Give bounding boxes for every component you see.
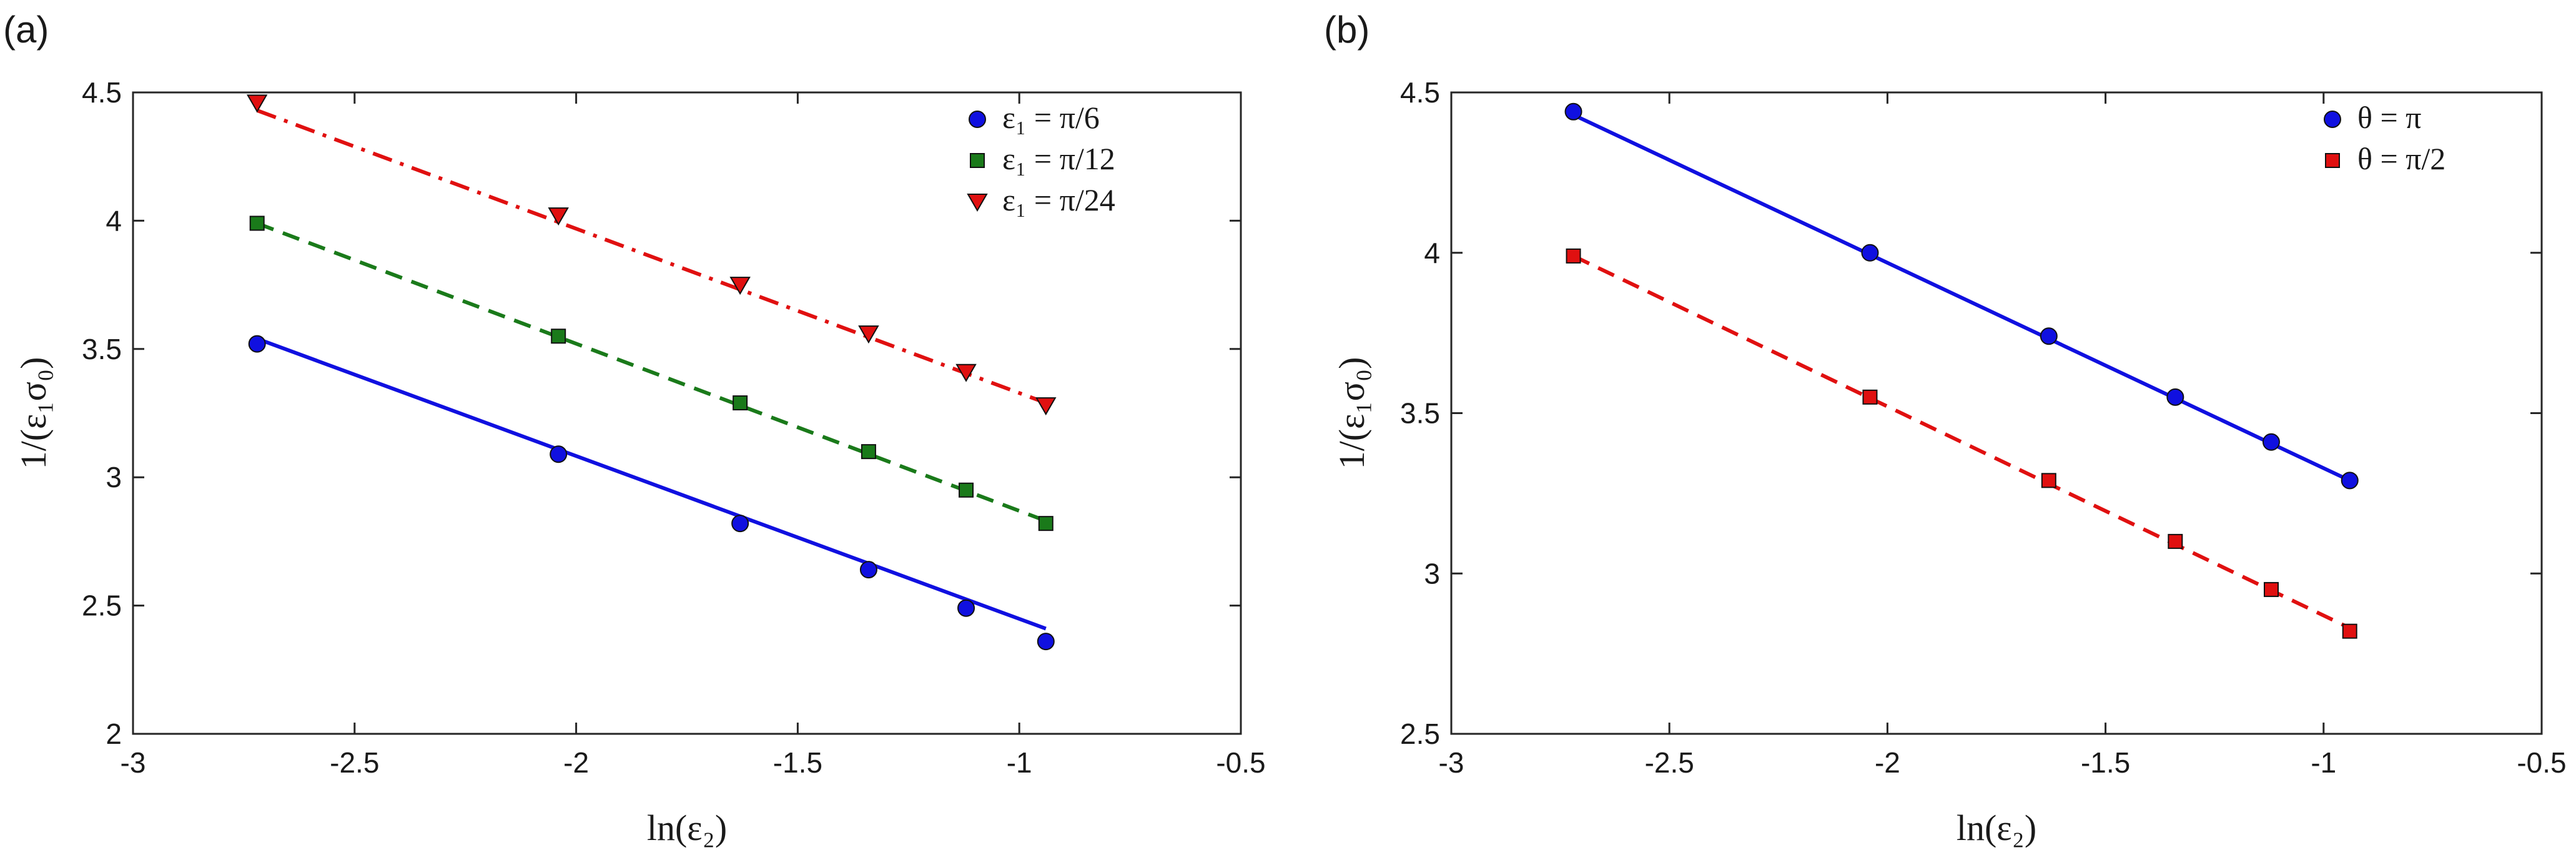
x-axis-label: ln(ε₂) — [1957, 808, 2036, 848]
panel-label: (a) — [3, 9, 49, 51]
legend-marker — [2325, 153, 2340, 168]
legend-marker — [967, 194, 988, 212]
data-point — [955, 363, 977, 382]
legend-marker — [969, 111, 986, 128]
x-tick-label: -3 — [1439, 746, 1464, 779]
data-point — [1566, 248, 1581, 264]
series-2 — [1566, 248, 2357, 639]
series-2 — [249, 215, 1054, 531]
fit-line — [1572, 113, 2351, 483]
data-point — [861, 444, 876, 460]
y-tick-label: 4 — [106, 204, 122, 237]
series-3 — [246, 94, 1057, 416]
x-tick-label: -2 — [563, 746, 589, 779]
x-tick-label: -0.5 — [2517, 746, 2566, 779]
data-point — [2341, 472, 2359, 490]
data-point — [551, 329, 566, 344]
y-tick-label: 4 — [1424, 237, 1440, 269]
legend-entry: ε₁ = π/24 — [967, 182, 1115, 217]
legend-label: ε₁ = π/12 — [1002, 141, 1115, 176]
data-point — [1038, 516, 1054, 531]
x-tick-label: -1 — [1007, 746, 1032, 779]
series-1 — [1564, 102, 2359, 490]
y-tick-label: 3.5 — [82, 333, 122, 365]
data-point — [548, 207, 569, 226]
x-tick-label: -2.5 — [330, 746, 379, 779]
legend-label: θ = π — [2357, 100, 2421, 135]
series-1 — [248, 335, 1055, 651]
y-tick-label: 3.5 — [1400, 397, 1440, 430]
data-point — [550, 445, 568, 463]
legend-marker — [970, 153, 985, 168]
data-point — [957, 599, 975, 617]
x-tick-label: -1 — [2311, 746, 2336, 779]
data-point — [2166, 388, 2184, 406]
x-tick-label: -3 — [121, 746, 146, 779]
legend: ε₁ = π/6 ε₁ = π/12 ε₁ = π/24 — [967, 100, 1115, 217]
y-axis-label: 1/(ε₁σ₀) — [13, 357, 54, 470]
data-point — [731, 515, 749, 533]
data-point — [2041, 473, 2056, 488]
panel-b: (b) -3 -2.5 -2 -1.5 -1 -0.5 2.5 3 3.5 4 4.5 ln(ε₂) 1/… — [1324, 9, 2567, 848]
data-point — [246, 94, 268, 113]
data-point — [1861, 244, 1879, 262]
legend-entry: ε₁ = π/12 — [970, 141, 1115, 176]
legend-entry: θ = π/2 — [2325, 141, 2445, 176]
y-tick-label: 2 — [106, 718, 122, 750]
data-point — [2342, 623, 2357, 639]
plot-frame — [1450, 91, 2543, 735]
panel-a: (a) -3 -2.5 -2 -1.5 -1 -0.5 2 2.5 3 3.5 4 4.5 ln(ε₂) 1… — [3, 9, 1266, 848]
panel-label: (b) — [1324, 9, 1369, 51]
fit-line — [256, 221, 1047, 523]
x-tick-label: -1.5 — [2081, 746, 2130, 779]
legend-entry: ε₁ = π/6 — [969, 100, 1100, 135]
data-point — [729, 277, 751, 295]
legend: θ = π θ = π/2 — [2324, 100, 2445, 176]
legend-label: θ = π/2 — [2357, 141, 2445, 176]
y-axis-label: 1/(ε₁σ₀) — [1331, 357, 1372, 470]
data-point — [2168, 533, 2183, 549]
x-tick-label: -0.5 — [1216, 746, 1265, 779]
data-point — [2262, 433, 2280, 451]
data-point — [2263, 581, 2279, 597]
x-tick-label: -1.5 — [773, 746, 822, 779]
fit-line — [256, 337, 1047, 631]
legend-label: ε₁ = π/24 — [1002, 182, 1115, 217]
data-point — [1037, 633, 1055, 651]
data-point — [859, 561, 877, 579]
x-tick-label: -2.5 — [1645, 746, 1694, 779]
data-point — [1862, 389, 1878, 405]
y-tick-label: 4.5 — [1400, 76, 1440, 109]
legend-entry: θ = π — [2324, 100, 2421, 135]
data-point — [1564, 102, 1582, 121]
data-point — [249, 215, 265, 231]
y-tick-label: 4.5 — [82, 76, 122, 109]
data-point — [733, 395, 748, 411]
y-tick-label: 2.5 — [1400, 718, 1440, 750]
plot-frame — [132, 91, 1242, 735]
data-point — [248, 335, 266, 353]
data-point — [2040, 327, 2058, 345]
x-axis-label: ln(ε₂) — [647, 808, 727, 848]
legend-label: ε₁ = π/6 — [1002, 100, 1100, 135]
x-tick-label: -2 — [1875, 746, 1900, 779]
fit-line — [1572, 254, 2351, 630]
y-tick-label: 2.5 — [82, 590, 122, 622]
y-tick-label: 3 — [1424, 557, 1440, 590]
fit-line — [256, 108, 1047, 405]
data-point — [959, 482, 974, 498]
legend-marker — [2324, 111, 2341, 128]
data-point — [858, 325, 879, 344]
y-tick-label: 3 — [106, 461, 122, 493]
data-point — [1035, 397, 1057, 416]
